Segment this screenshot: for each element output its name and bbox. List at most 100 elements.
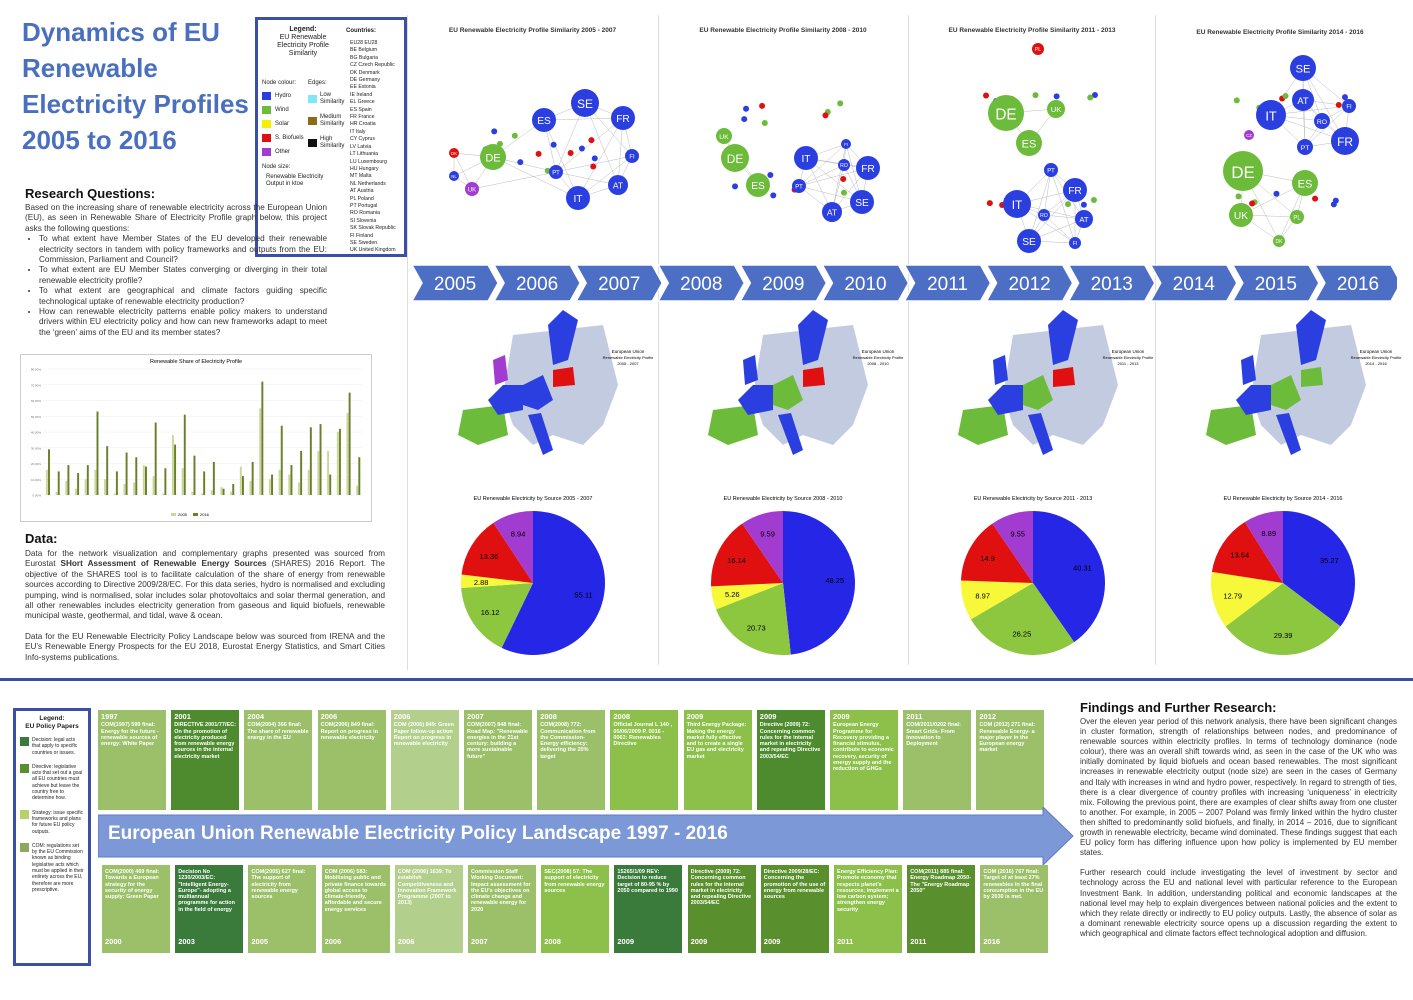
findings-body: Over the eleven year period of this netw… xyxy=(1080,717,1397,938)
bar-2005 xyxy=(94,469,97,495)
policy-text: Energy Efficiency Plan: Promote economy … xyxy=(837,869,899,913)
node-PT xyxy=(1297,139,1313,155)
country-item: NL Netherlands xyxy=(350,180,386,187)
network-graphs: SE ES FR DE FI AT PT IT UK DK NL DE ES UK IT FR SE AT PT RO… xyxy=(449,43,1359,253)
node-SE xyxy=(571,89,599,117)
timeline-year: 2013 xyxy=(1091,274,1133,295)
minor-node xyxy=(767,172,774,179)
bar-2016 xyxy=(174,444,177,495)
bar-2016 xyxy=(154,422,157,495)
policy-text: COM/2011/0202 final: Smart Grids- From I… xyxy=(906,722,961,748)
node-label: SE xyxy=(855,198,869,209)
policy-year: 2006 xyxy=(397,937,415,946)
findings-heading: Findings and Further Research: xyxy=(1080,700,1277,715)
node-label: SE xyxy=(577,97,593,111)
policy-card: SEC(2008) 57: The support of electricity… xyxy=(541,865,610,953)
bar-2016 xyxy=(183,414,186,495)
minor-node xyxy=(588,137,595,144)
pie-label: 35.27 xyxy=(1320,556,1339,565)
bar-2016 xyxy=(96,411,99,495)
node-AT xyxy=(1075,210,1093,228)
country-item: BG Bulgaria xyxy=(350,54,378,61)
map-title-line: Renewable Electricity Profile xyxy=(853,355,904,360)
bar-2016 xyxy=(86,465,89,495)
bar-2016 xyxy=(67,465,70,495)
node-RO xyxy=(838,159,850,171)
bar-2016 xyxy=(232,483,235,495)
data-body: Data for the network visualization and c… xyxy=(25,549,385,662)
node-label: UK xyxy=(719,134,729,141)
bar-2005 xyxy=(201,493,203,495)
node-label: ES xyxy=(1298,179,1313,191)
policy-text: COM (2012) 271 final: Renewable Energy- … xyxy=(979,722,1036,754)
policy-card: 2008 COM(2008) 772: Communication from th… xyxy=(537,710,606,810)
country-item: RO Romania xyxy=(350,210,380,217)
node-RO xyxy=(1314,113,1330,129)
pie-slice xyxy=(711,583,783,610)
node-AT xyxy=(608,175,628,195)
bar-2005 xyxy=(327,450,330,495)
country-item: ES Spain xyxy=(350,106,372,113)
bar-2005 xyxy=(230,491,233,495)
minor-node xyxy=(840,189,847,196)
country-item: PT Portugal xyxy=(350,202,378,209)
node-label: ES xyxy=(1022,139,1037,151)
pie-label: 13.36 xyxy=(479,552,498,561)
minor-node xyxy=(1312,195,1319,202)
bar-2016 xyxy=(77,472,80,495)
policy-legend: Legend: EU Policy Papers Decision: legal… xyxy=(13,708,91,966)
node-PT xyxy=(549,165,563,179)
timeline-chevron xyxy=(821,264,910,302)
policy-card: COM (2006) 583: Mobilising public and pr… xyxy=(321,865,390,953)
minor-node xyxy=(770,192,777,199)
network-title-3: EU Renewable Electricity Profile Similar… xyxy=(948,27,1116,34)
policy-text: Official Journal L 140 , 05/06/2009 P. 0… xyxy=(613,722,672,748)
timeline-year: 2011 xyxy=(927,274,968,295)
node-IT xyxy=(794,146,818,170)
minor-node xyxy=(732,183,739,190)
legend-2016: 2016 xyxy=(200,512,210,517)
node-PT xyxy=(1044,163,1058,177)
minor-node xyxy=(1330,201,1337,208)
bar-2016 xyxy=(280,425,283,495)
map-title-line: 2008 - 2010 xyxy=(867,361,889,366)
timeline-chevron xyxy=(574,264,664,302)
timeline-chevron xyxy=(656,264,746,302)
node-IT xyxy=(1256,100,1286,130)
bar-2005 xyxy=(346,413,349,495)
policy-text: COM (2006) 583: Mobilising public and pr… xyxy=(324,869,387,913)
map-title-line: European Union xyxy=(1360,349,1393,354)
bar-chart-title: Renewable Share of Electricity Profile xyxy=(150,359,242,365)
minor-node xyxy=(1032,92,1039,99)
bar-2016 xyxy=(329,474,332,495)
node-label: IT xyxy=(801,154,810,165)
pie-label: 8.97 xyxy=(975,592,990,601)
node-label: FI xyxy=(844,142,848,147)
pie-slice xyxy=(1283,511,1355,627)
minor-node xyxy=(1235,193,1242,200)
pie-label: 48.25 xyxy=(825,576,844,585)
policy-card: COM (2016) 767 final: Target of at least… xyxy=(980,865,1049,953)
policy-text: COM(2011) 885 final: Energy Roadmap 2050… xyxy=(910,869,972,894)
policy-year: 2007 xyxy=(467,712,484,721)
timeline-chevron xyxy=(1067,264,1156,302)
country-item: HU Hungary xyxy=(350,165,379,172)
y-tick-label: 30.00% xyxy=(31,446,42,450)
policy-text: COM(1997) 599 final: Energy for the futu… xyxy=(101,722,159,748)
pie-label: 29.39 xyxy=(1274,631,1293,640)
timeline-year: 2005 xyxy=(434,274,476,295)
pie-slice xyxy=(961,580,1033,620)
bar-2005 xyxy=(356,485,359,495)
timeline-chevron xyxy=(903,264,992,302)
node-label: AT xyxy=(827,208,837,218)
minor-node xyxy=(986,200,993,207)
minor-node xyxy=(759,102,766,109)
policy-year: 2009 xyxy=(686,712,704,721)
country-item: CY Cyprus xyxy=(350,136,375,143)
node-label: AT xyxy=(1079,215,1089,224)
bar-2005 xyxy=(278,469,281,495)
map-title-line: Renewable Electricity Profile xyxy=(1103,355,1154,360)
map-title-line: 2005 - 2007 xyxy=(617,361,639,366)
minor-node xyxy=(1249,200,1256,207)
